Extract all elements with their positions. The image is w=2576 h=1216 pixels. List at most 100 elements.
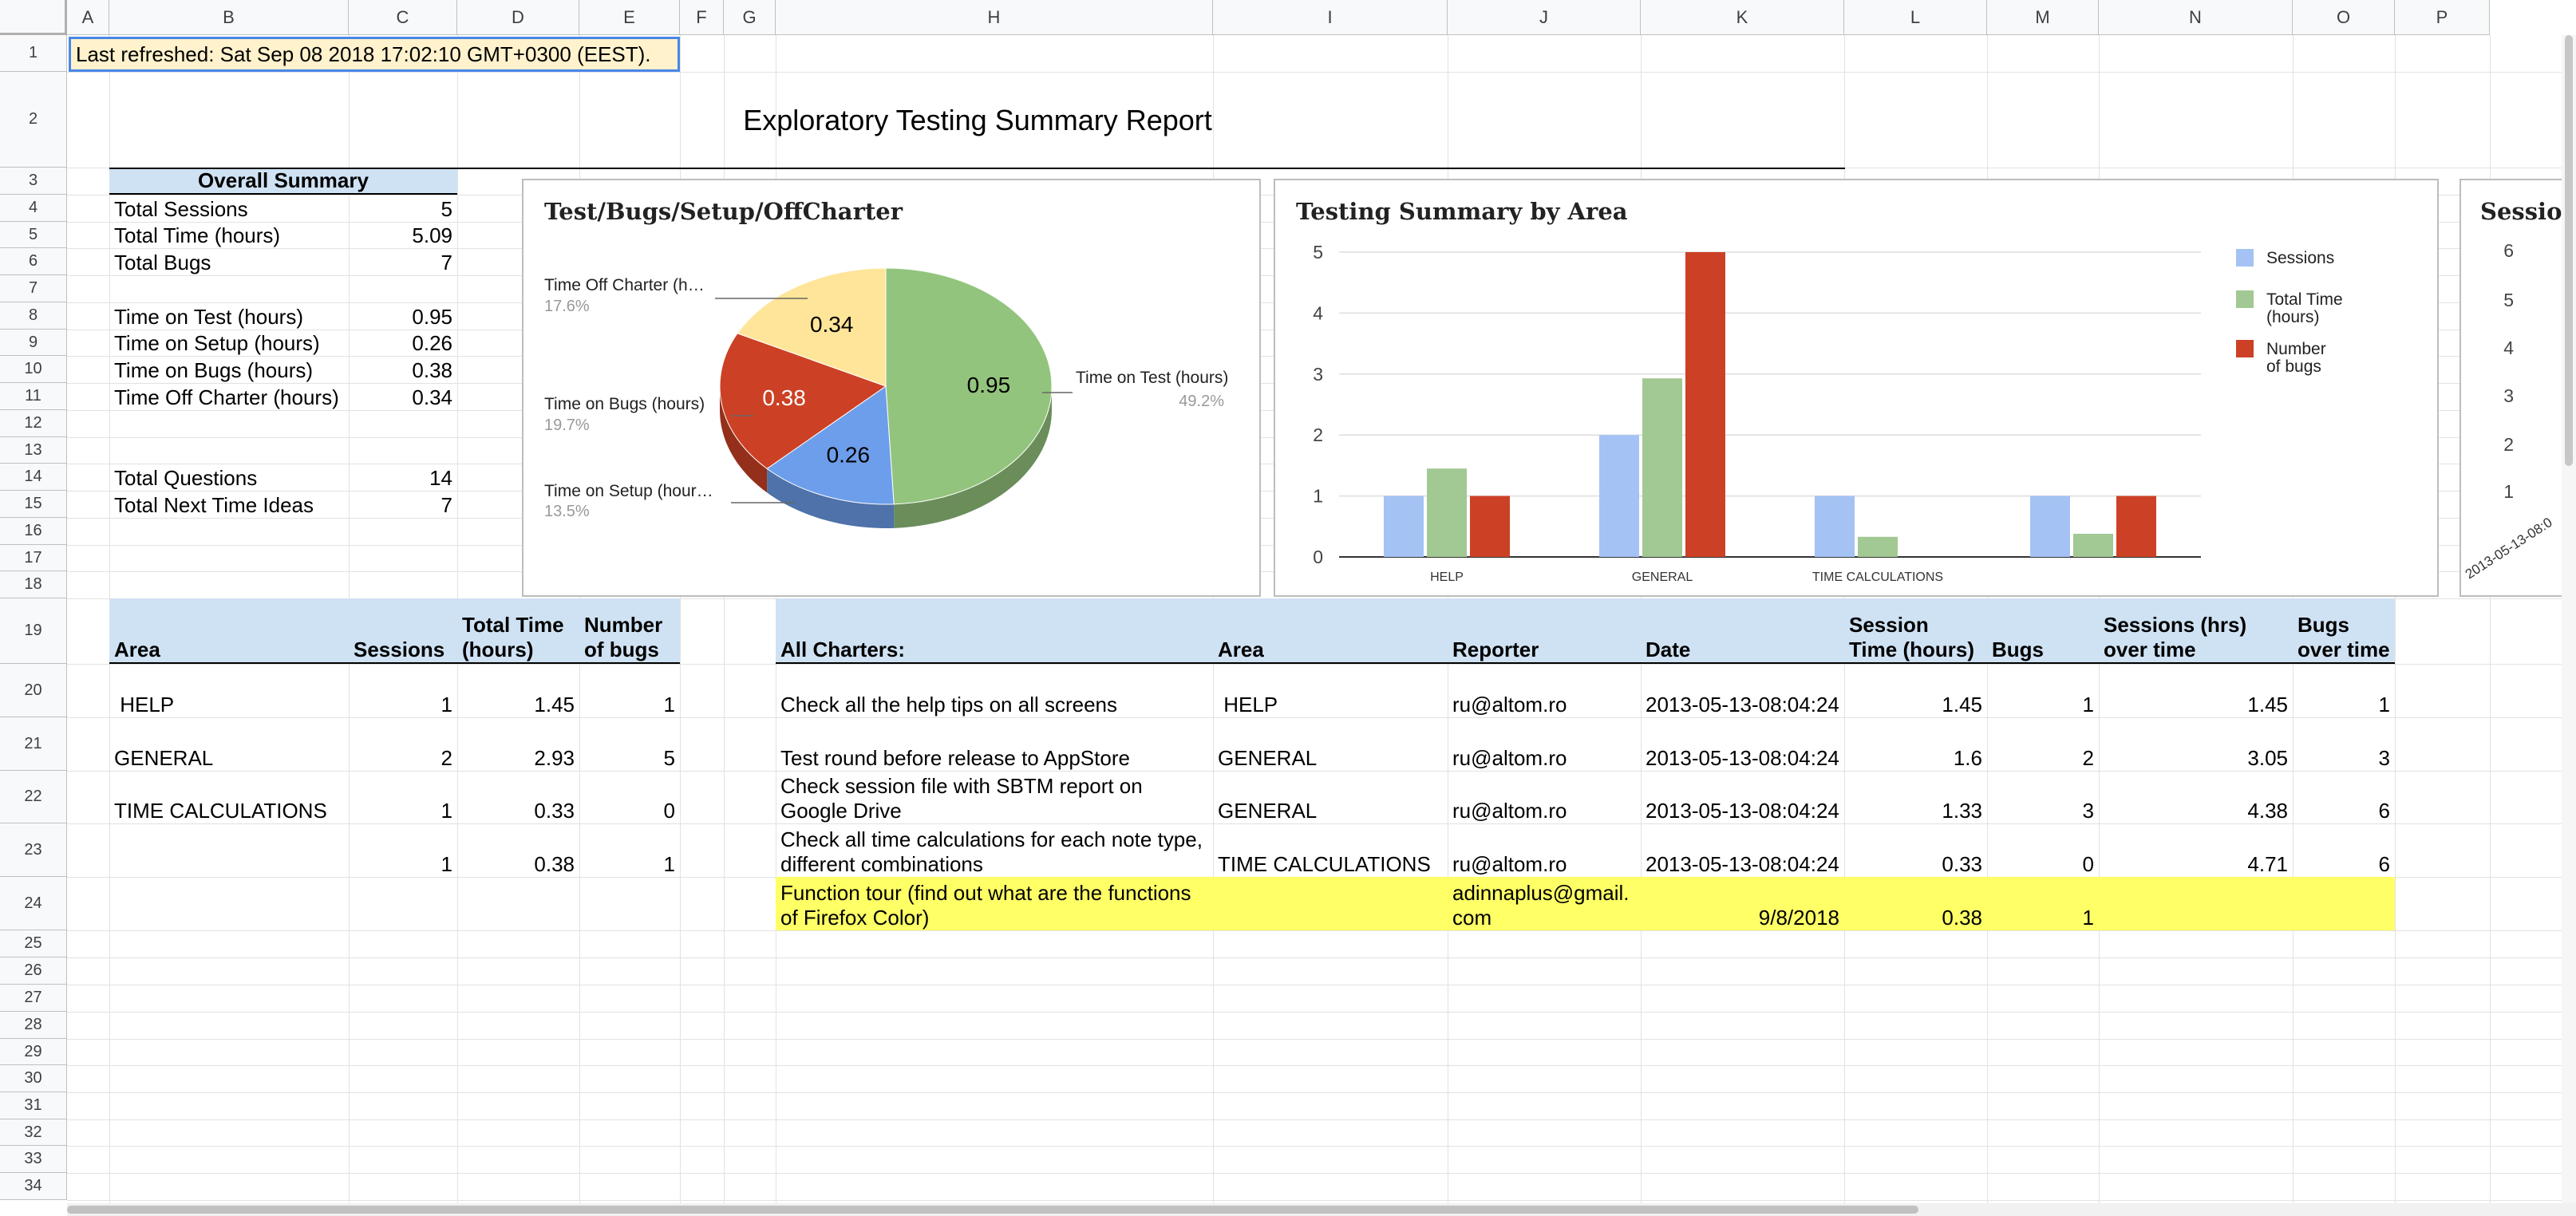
column-header[interactable]: F <box>680 0 724 35</box>
charters-table-cell[interactable]: 4.71 <box>2247 852 2288 876</box>
row-header[interactable]: 9 <box>0 330 67 356</box>
row-header[interactable]: 11 <box>0 383 67 410</box>
column-header[interactable]: E <box>579 0 680 35</box>
area-table-cell[interactable]: 0.38 <box>534 852 575 876</box>
row-header[interactable]: 18 <box>0 571 67 598</box>
summary-value[interactable]: 5 <box>441 197 452 221</box>
charters-table-cell[interactable]: 3.05 <box>2247 746 2288 770</box>
row-header[interactable]: 17 <box>0 545 67 571</box>
summary-label[interactable]: Time Off Charter (hours) <box>114 385 339 409</box>
charters-table-cell[interactable]: Test round before release to AppStore <box>780 746 1130 770</box>
bar-chart[interactable]: Testing Summary by Area 0 1 2 3 4 5 HELP GENERA… <box>1274 179 2439 597</box>
charters-table-cell[interactable]: 9/8/2018 <box>1641 877 1844 930</box>
summary-label[interactable]: Time on Test (hours) <box>114 305 303 329</box>
area-table-cell[interactable]: 0 <box>663 799 675 823</box>
summary-label[interactable]: Total Next Time Ideas <box>114 493 314 517</box>
charters-table-cell[interactable]: 1.45 <box>2247 693 2288 717</box>
column-header[interactable]: B <box>109 0 349 35</box>
charters-table-cell[interactable]: TIME CALCULATIONS <box>1218 852 1431 876</box>
vertical-scrollbar[interactable] <box>2562 35 2576 1203</box>
last-refreshed-cell[interactable]: Last refreshed: Sat Sep 08 2018 17:02:10… <box>69 37 680 72</box>
summary-label[interactable]: Total Questions <box>114 466 258 490</box>
charters-table-cell[interactable]: 2013-05-13-08:04:24 <box>1646 693 1839 717</box>
summary-value[interactable]: 0.38 <box>412 358 452 382</box>
column-header[interactable]: P <box>2395 0 2490 35</box>
charters-table-cell[interactable] <box>2293 877 2395 930</box>
charters-table-cell[interactable]: 3 <box>2378 746 2390 770</box>
area-table-cell[interactable]: 1 <box>441 852 452 876</box>
row-header[interactable]: 12 <box>0 410 67 437</box>
area-table-header[interactable]: Number of bugs <box>579 598 680 664</box>
column-header[interactable]: G <box>724 0 776 35</box>
charters-table-cell[interactable]: 0.33 <box>1942 852 1982 876</box>
row-header[interactable]: 33 <box>0 1146 67 1173</box>
charters-table-cell[interactable]: 0.38 <box>1844 877 1987 930</box>
row-header[interactable]: 14 <box>0 464 67 491</box>
charters-table-cell[interactable]: adinnaplus@gmail.com <box>1448 877 1641 930</box>
row-header[interactable]: 20 <box>0 664 67 717</box>
row-header[interactable]: 22 <box>0 771 67 823</box>
charters-table-cell[interactable]: Check session file with SBTM report on G… <box>780 774 1143 823</box>
horizontal-scroll-thumb[interactable] <box>67 1206 1918 1214</box>
column-header[interactable]: H <box>776 0 1213 35</box>
select-all-corner[interactable] <box>0 0 67 35</box>
overall-summary-header[interactable]: Overall Summary <box>109 169 457 195</box>
summary-value[interactable]: 7 <box>441 493 452 517</box>
area-table-cell[interactable]: 2 <box>441 746 452 770</box>
area-table-cell[interactable]: 1.45 <box>534 693 575 717</box>
summary-value[interactable]: 14 <box>429 466 452 490</box>
column-header[interactable]: C <box>349 0 457 35</box>
charters-table-cell[interactable]: 1.45 <box>1942 693 1982 717</box>
charters-table-cell[interactable]: 2013-05-13-08:04:24 <box>1646 852 1839 876</box>
charters-table-cell[interactable]: GENERAL <box>1218 799 1318 823</box>
row-header[interactable]: 15 <box>0 491 67 518</box>
summary-label[interactable]: Total Time (hours) <box>114 223 281 247</box>
charters-table-cell[interactable]: 4.38 <box>2247 799 2288 823</box>
charters-table-cell[interactable]: 0 <box>2082 852 2094 876</box>
summary-label[interactable]: Total Bugs <box>114 251 211 274</box>
area-table-cell[interactable]: 1 <box>663 852 675 876</box>
charters-table-header[interactable]: Area <box>1213 598 1448 664</box>
area-table-cell[interactable]: TIME CALCULATIONS <box>114 799 327 823</box>
area-table-cell[interactable]: 1 <box>663 693 675 717</box>
row-header[interactable]: 6 <box>0 248 67 275</box>
charters-table-header[interactable]: Date <box>1641 598 1844 664</box>
column-header[interactable]: J <box>1448 0 1641 35</box>
area-table-header[interactable]: Area <box>109 598 349 664</box>
charters-table-cell[interactable]: 2013-05-13-08:04:24 <box>1646 746 1839 770</box>
charters-table-cell[interactable]: Check all the help tips on all screens <box>780 693 1118 717</box>
summary-label[interactable]: Time on Setup (hours) <box>114 331 320 355</box>
charters-table-cell[interactable]: 2 <box>2082 746 2094 770</box>
row-header[interactable]: 28 <box>0 1012 67 1039</box>
vertical-scroll-thumb[interactable] <box>2565 35 2573 466</box>
summary-value[interactable]: 7 <box>441 251 452 274</box>
charters-table-header[interactable]: Bugs <box>1987 598 2099 664</box>
charters-table-header[interactable]: Reporter <box>1448 598 1641 664</box>
summary-value[interactable]: 5.09 <box>412 223 452 247</box>
charters-table-cell[interactable]: 1.33 <box>1942 799 1982 823</box>
charters-table-header[interactable]: Sessions (hrs) over time <box>2099 598 2293 664</box>
pie-chart[interactable]: Test/Bugs/Setup/OffCharter 0.95 0.26 0.38 0… <box>522 179 1261 597</box>
column-header[interactable]: M <box>1987 0 2099 35</box>
row-header[interactable]: 23 <box>0 823 67 877</box>
charters-table-cell[interactable]: 3 <box>2082 799 2094 823</box>
summary-label[interactable]: Total Sessions <box>114 197 248 221</box>
charters-table-cell[interactable]: ru@altom.ro <box>1452 799 1567 823</box>
row-header[interactable]: 25 <box>0 930 67 957</box>
row-header[interactable]: 3 <box>0 168 67 195</box>
row-header[interactable]: 16 <box>0 518 67 545</box>
row-header[interactable]: 34 <box>0 1173 67 1200</box>
column-header[interactable]: N <box>2099 0 2293 35</box>
charters-table-cell[interactable]: 6 <box>2378 852 2390 876</box>
column-header[interactable]: I <box>1213 0 1448 35</box>
charters-table-cell[interactable]: 1 <box>2082 693 2094 717</box>
row-header[interactable]: 21 <box>0 717 67 771</box>
row-header[interactable]: 7 <box>0 275 67 302</box>
area-table-header[interactable]: Total Time (hours) <box>457 598 579 664</box>
row-header[interactable]: 27 <box>0 985 67 1012</box>
row-header[interactable]: 31 <box>0 1092 67 1119</box>
area-table-cell[interactable] <box>109 823 349 877</box>
charters-table-cell[interactable]: GENERAL <box>1218 746 1318 770</box>
row-header[interactable]: 24 <box>0 877 67 930</box>
area-table-cell[interactable]: 1 <box>441 693 452 717</box>
